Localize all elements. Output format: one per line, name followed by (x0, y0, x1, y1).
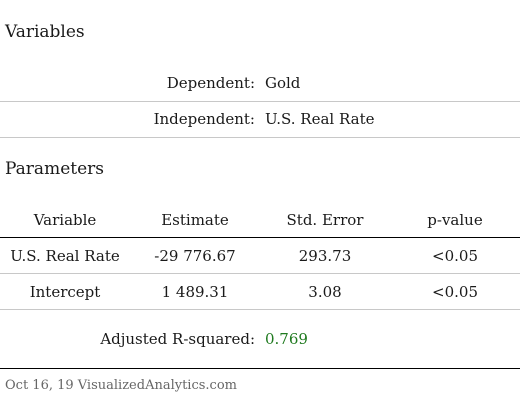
table-header-row: Variable Estimate Std. Error p-value (0, 202, 520, 238)
independent-row: Independent: U.S. Real Rate (0, 101, 520, 138)
column-header: Std. Error (286, 211, 364, 229)
dependent-label: Dependent: (166, 74, 255, 92)
column-header: Variable (33, 211, 97, 229)
adjusted-r-squared-label: Adjusted R-squared: (100, 330, 255, 348)
parameters-title: Parameters (5, 159, 104, 179)
independent-value: U.S. Real Rate (265, 110, 375, 128)
dependent-row: Dependent: Gold (0, 65, 520, 102)
adjusted-r-squared-value: 0.769 (265, 330, 308, 348)
table-row: Intercept 1 489.31 3.08 <0.05 (0, 274, 520, 310)
table-row: U.S. Real Rate -29 776.67 293.73 <0.05 (0, 238, 520, 274)
independent-label: Independent: (153, 110, 255, 128)
column-header: Estimate (161, 211, 229, 229)
parameters-table: Variable Estimate Std. Error p-value U.S… (0, 202, 520, 310)
variables-title: Variables (5, 22, 85, 42)
table-cell: -29 776.67 (154, 247, 236, 265)
table-cell: U.S. Real Rate (10, 247, 120, 265)
table-cell: Intercept (29, 283, 101, 301)
table-cell: 1 489.31 (161, 283, 229, 301)
table-cell: 3.08 (308, 283, 342, 301)
column-header: p-value (427, 211, 483, 229)
dependent-value: Gold (265, 74, 301, 92)
table-cell: <0.05 (432, 247, 478, 265)
adjusted-r-squared-row: Adjusted R-squared: 0.769 (0, 311, 520, 369)
table-cell: <0.05 (432, 283, 478, 301)
footer-credit: Oct 16, 19 VisualizedAnalytics.com (5, 378, 237, 393)
table-cell: 293.73 (298, 247, 352, 265)
